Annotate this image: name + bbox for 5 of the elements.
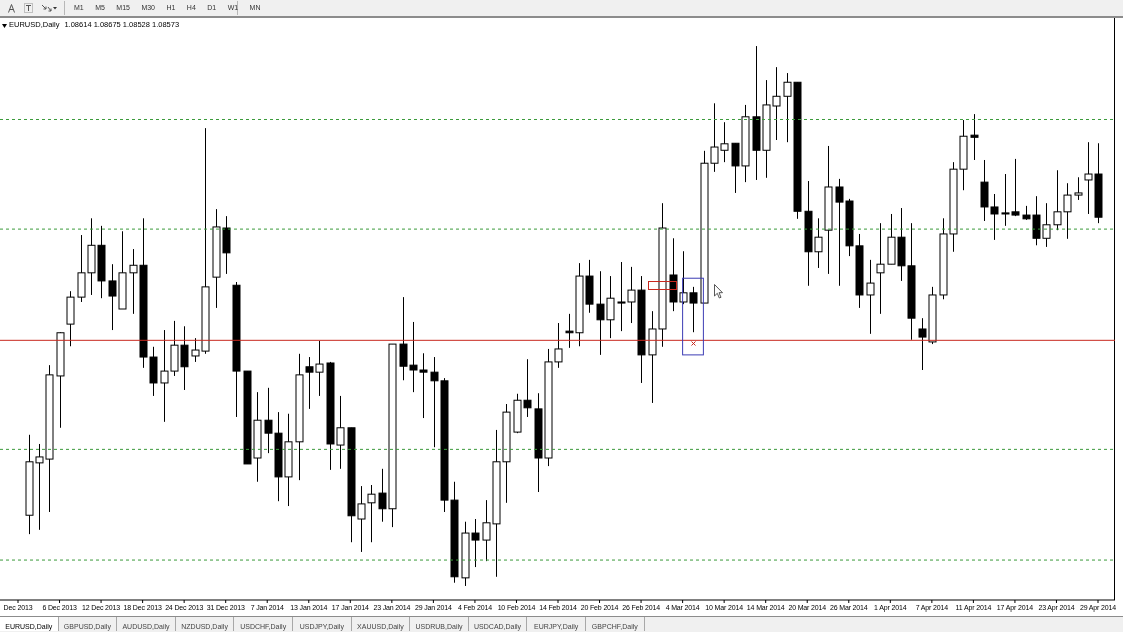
candlestick [866, 259, 875, 335]
candlestick [970, 113, 979, 161]
candlestick [876, 222, 885, 315]
candlestick [367, 484, 376, 543]
candlestick [1074, 176, 1083, 201]
